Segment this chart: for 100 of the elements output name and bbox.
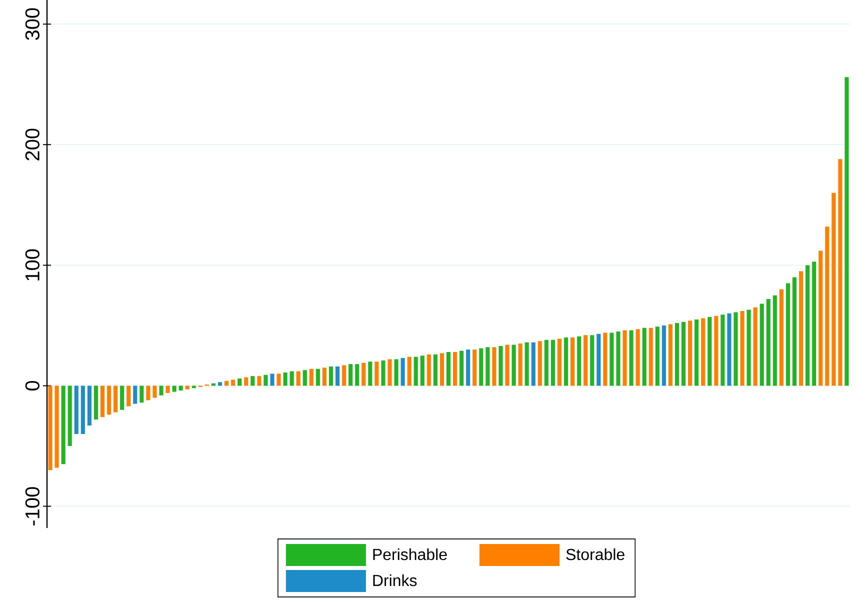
bar	[54, 386, 59, 468]
bar	[362, 362, 366, 386]
bar	[328, 366, 334, 386]
bar	[290, 371, 294, 386]
bar	[440, 353, 444, 386]
bar	[648, 328, 653, 386]
bar	[570, 338, 575, 386]
bar	[270, 374, 274, 386]
bar	[126, 386, 131, 406]
legend-label: Storable	[566, 548, 624, 560]
bar	[825, 226, 830, 386]
bar	[590, 335, 594, 386]
bar	[394, 359, 398, 386]
bar	[714, 316, 718, 386]
bar	[772, 295, 777, 386]
bar	[192, 386, 196, 388]
bar	[636, 329, 640, 386]
bar	[818, 250, 823, 386]
bar	[655, 326, 660, 386]
bar	[426, 354, 431, 386]
bar	[250, 376, 255, 386]
bar	[674, 323, 680, 386]
bar	[283, 372, 288, 386]
bar	[766, 298, 770, 386]
bar	[688, 320, 692, 386]
bar	[694, 319, 699, 386]
bar	[727, 313, 732, 386]
bar	[257, 376, 262, 386]
bar	[479, 348, 484, 386]
bar	[538, 341, 542, 386]
bar	[244, 377, 248, 386]
bar	[610, 332, 614, 386]
bar	[531, 342, 536, 386]
bar	[720, 314, 725, 386]
bar	[264, 374, 268, 386]
bar	[838, 159, 842, 386]
bar	[152, 386, 157, 398]
bar	[114, 386, 118, 412]
bar	[472, 350, 477, 386]
bar	[74, 386, 78, 434]
bar	[498, 346, 503, 386]
bar	[61, 386, 66, 464]
bar	[524, 342, 529, 386]
bar	[832, 192, 836, 386]
bar	[460, 350, 464, 386]
bar	[133, 386, 138, 404]
y-tick-label: 100	[25, 249, 40, 280]
bar	[400, 358, 405, 386]
bar	[178, 386, 183, 391]
bar	[146, 386, 150, 400]
bar	[107, 386, 112, 415]
bar	[505, 344, 510, 386]
bar	[100, 386, 105, 418]
bar	[642, 328, 646, 386]
bar	[446, 352, 451, 386]
bar	[433, 354, 438, 386]
bar	[492, 347, 496, 386]
bar	[381, 360, 386, 386]
bar	[276, 374, 281, 386]
bar	[374, 362, 379, 386]
bar	[80, 386, 85, 434]
bar	[466, 350, 470, 386]
bar	[734, 312, 738, 386]
bar	[668, 324, 672, 386]
bar	[348, 364, 353, 386]
bar	[740, 311, 744, 386]
bar	[336, 366, 340, 386]
bar	[682, 322, 686, 386]
legend-label: Perishable	[373, 548, 447, 560]
bar	[799, 271, 804, 386]
bar	[701, 318, 706, 386]
bar	[453, 352, 458, 386]
bar	[557, 338, 562, 386]
bar	[662, 325, 666, 386]
bar	[296, 371, 300, 386]
bar	[544, 340, 548, 386]
bar	[309, 368, 314, 386]
bar	[355, 364, 360, 386]
bar	[629, 330, 634, 386]
bar	[218, 382, 222, 386]
legend-label: Drinks	[373, 574, 417, 586]
bar	[224, 380, 229, 386]
bar	[414, 356, 418, 386]
bar	[616, 331, 620, 386]
bar	[238, 378, 242, 386]
bar	[172, 386, 176, 392]
bar	[596, 334, 601, 386]
bar	[159, 386, 164, 396]
bar	[316, 368, 320, 386]
bar	[120, 386, 124, 410]
bar	[753, 307, 758, 386]
bar	[94, 386, 98, 420]
bar	[584, 335, 588, 386]
bar	[760, 304, 764, 386]
bar	[140, 386, 144, 403]
bar	[322, 368, 326, 386]
y-tick-label: 200	[25, 128, 40, 160]
bar	[564, 338, 568, 386]
bar	[746, 310, 751, 386]
bar	[68, 386, 72, 446]
